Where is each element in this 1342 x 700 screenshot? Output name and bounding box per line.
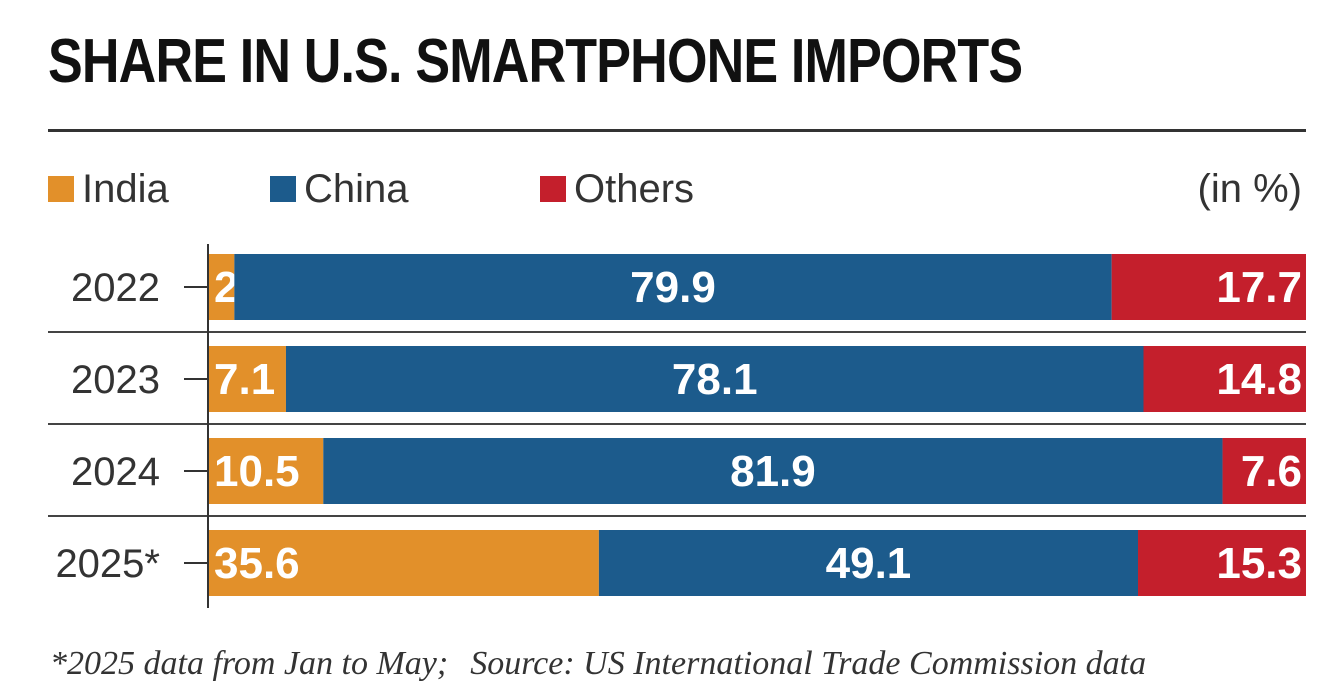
legend-label-india: India [82,167,169,211]
bar-china-2024 [323,438,1223,504]
legend: India China Others (in %) [48,163,1306,215]
bar-others-2022 [1111,254,1306,320]
legend-swatch-china [270,176,296,202]
category-label-2022: 2022 [71,266,160,310]
data-label-india-2025: 35.6 [214,539,300,588]
data-label-china-2024: 81.9 [730,447,816,496]
title-divider [48,129,1306,132]
legend-item-india: India [48,163,169,215]
bar-others-2023 [1143,346,1306,412]
data-label-others-2024: 7.6 [1241,447,1302,496]
legend-item-others: Others [540,163,694,215]
category-label-2025: 2025* [55,542,160,586]
category-label-2023: 2023 [71,358,160,402]
bar-others-2024 [1222,438,1306,504]
bar-china-2022 [234,254,1112,320]
bar-china-2023 [285,346,1144,412]
category-label-2024: 2024 [71,450,160,494]
chart-title: SHARE IN U.S. SMARTPHONE IMPORTS [48,27,1023,96]
data-label-india-2024: 10.5 [214,447,300,496]
bar-india-2023 [208,346,286,412]
data-label-china-2023: 78.1 [672,355,758,404]
bar-china-2025 [598,530,1139,596]
data-label-others-2025: 15.3 [1216,539,1302,588]
bar-india-2025 [208,530,599,596]
legend-swatch-others [540,176,566,202]
data-label-china-2022: 79.9 [630,263,716,312]
unit-label: (in %) [1197,167,1302,211]
footnote-note: *2025 data from Jan to May; [50,645,449,682]
legend-label-china: China [304,167,409,211]
bar-india-2022 [208,254,235,320]
legend-swatch-india [48,176,74,202]
data-label-others-2022: 17.7 [1216,263,1302,312]
bar-others-2025 [1138,530,1306,596]
legend-label-others: Others [574,167,695,211]
footnote-source: Source: US International Trade Commissio… [470,645,1147,682]
data-label-others-2023: 14.8 [1216,355,1302,404]
data-label-india-2023: 7.1 [214,355,275,404]
legend-item-china: China [270,163,409,215]
data-label-china-2025: 49.1 [826,539,912,588]
footnote: *2025 data from Jan to May; Source: US In… [50,640,1146,688]
bar-india-2024 [208,438,324,504]
